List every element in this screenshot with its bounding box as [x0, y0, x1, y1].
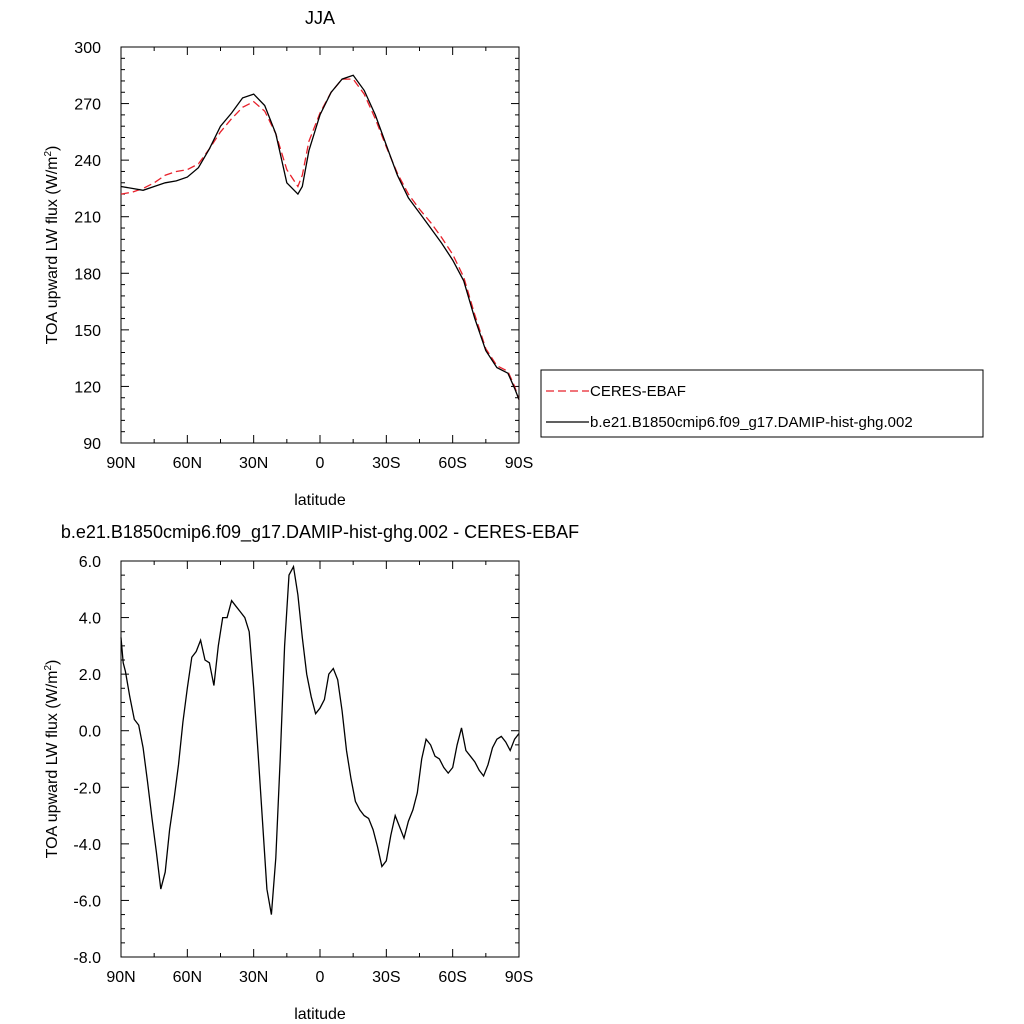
x-tick-label: 90S [505, 455, 533, 472]
plot-frame [120, 560, 520, 958]
legend-box [540, 369, 984, 438]
y-tick-label: 180 [74, 266, 101, 283]
x-tick-label: 30N [239, 969, 268, 986]
y-tick-label: 270 [74, 97, 101, 114]
y-axis-label: TOA upward LW flux (W/m2) [43, 660, 61, 859]
top-panel: 90N 60N 30N 0 30S 60S 90S 300 270 240 210 180 150 120… [43, 8, 533, 509]
y-tick-label: -4.0 [73, 837, 101, 854]
y-axis-label: TOA upward LW flux (W/m2) [43, 146, 61, 345]
x-tick-label: 30N [239, 455, 268, 472]
x-tick-label: 0 [316, 969, 325, 986]
y-tick-label: 90 [83, 436, 101, 453]
y-tick-label: 150 [74, 323, 101, 340]
x-tick-label: 30S [372, 969, 400, 986]
y-tick-label: 240 [74, 153, 101, 170]
series-line-0 [120, 78, 520, 400]
x-tick-label: 90N [106, 455, 135, 472]
legend-entry: b.e21.B1850cmip6.f09_g17.DAMIP-hist-ghg.… [590, 414, 913, 431]
plot-title: b.e21.B1850cmip6.f09_g17.DAMIP-hist-ghg.… [61, 522, 579, 543]
y-tick-label: 300 [74, 40, 101, 57]
y-tick-label: 0.0 [79, 724, 101, 741]
y-tick-label: 2.0 [79, 667, 101, 684]
series-line-0 [120, 564, 520, 915]
y-tick-label: -2.0 [73, 780, 101, 797]
x-axis-label: latitude [294, 492, 346, 509]
x-tick-label: 0 [316, 455, 325, 472]
y-tick-label: 4.0 [79, 611, 101, 628]
bottom-panel: 90N 60N 30N 0 30S 60S 90S 6.0 4.0 2.0 0.0 -2.0 -4.0 -… [43, 522, 579, 1023]
x-tick-label: 60S [438, 455, 466, 472]
y-tick-label: 210 [74, 210, 101, 227]
x-tick-label: 90S [505, 969, 533, 986]
legend: CERES-EBAF b.e21.B1850cmip6.f09_g17.DAMIP… [540, 369, 984, 438]
plot-title: JJA [305, 8, 335, 28]
legend-entry: CERES-EBAF [590, 383, 686, 400]
y-tick-label: -6.0 [73, 893, 101, 910]
y-tick-label: -8.0 [73, 950, 101, 967]
x-tick-label: 90N [106, 969, 135, 986]
y-tick-label: 120 [74, 379, 101, 396]
plot-frame [120, 46, 520, 444]
series-line-1 [120, 74, 520, 400]
x-tick-label: 30S [372, 455, 400, 472]
x-tick-label: 60S [438, 969, 466, 986]
y-tick-label: 6.0 [79, 554, 101, 571]
x-tick-label: 60N [173, 969, 202, 986]
x-tick-label: 60N [173, 455, 202, 472]
x-axis-label: latitude [294, 1006, 346, 1023]
